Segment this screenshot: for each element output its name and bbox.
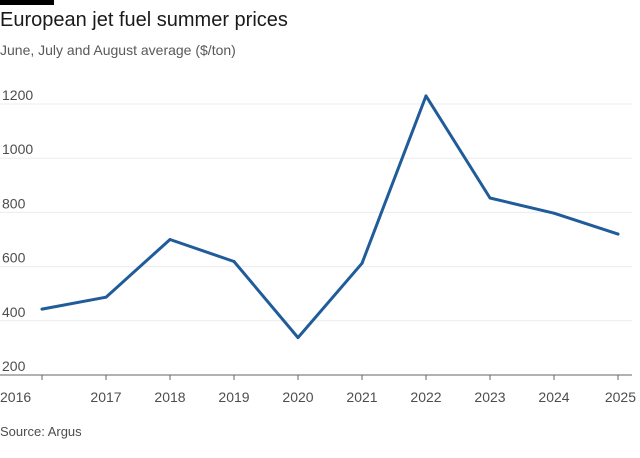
chart-title: European jet fuel summer prices xyxy=(0,9,288,31)
data-point-2018 xyxy=(168,238,172,241)
data-point-2019 xyxy=(232,260,236,263)
x-tick-label: 2017 xyxy=(90,389,121,405)
data-point-2021 xyxy=(360,261,364,265)
x-tick-label: 2022 xyxy=(410,389,441,405)
x-tick-label: 2016 xyxy=(0,389,31,405)
x-tick-label: 2018 xyxy=(154,389,185,405)
data-point-2017 xyxy=(104,295,108,299)
x-tick-label: 2025 xyxy=(605,389,636,405)
data-point-2022 xyxy=(424,94,428,98)
x-tick-label: 2023 xyxy=(474,389,505,405)
data-point-2025 xyxy=(616,232,620,236)
y-tick-label: 200 xyxy=(2,358,26,374)
y-tick-label: 400 xyxy=(2,304,26,320)
y-tick-label: 600 xyxy=(2,250,26,266)
y-tick-label: 1200 xyxy=(2,87,33,103)
x-tick-label: 2019 xyxy=(218,389,249,405)
y-tick-label: 800 xyxy=(2,195,26,211)
y-tick-label: 1000 xyxy=(2,141,33,157)
data-point-2024 xyxy=(552,211,556,215)
source-note: Source: Argus xyxy=(0,424,82,439)
series-layer xyxy=(40,94,620,340)
x-tick-label: 2021 xyxy=(346,389,377,405)
data-point-2016 xyxy=(40,307,44,311)
brand-bar xyxy=(0,0,54,5)
chart-subtitle: June, July and August average ($/ton) xyxy=(0,42,236,58)
data-point-2023 xyxy=(488,196,492,200)
axes: 200 400 600 800 1000 1200 2016 2017 2018 2019 2020… xyxy=(0,87,636,405)
data-point-2020 xyxy=(296,336,300,340)
gridlines xyxy=(0,103,632,322)
series-line xyxy=(40,94,620,340)
x-tick-label: 2020 xyxy=(282,389,313,405)
x-tick-label: 2024 xyxy=(538,389,569,405)
